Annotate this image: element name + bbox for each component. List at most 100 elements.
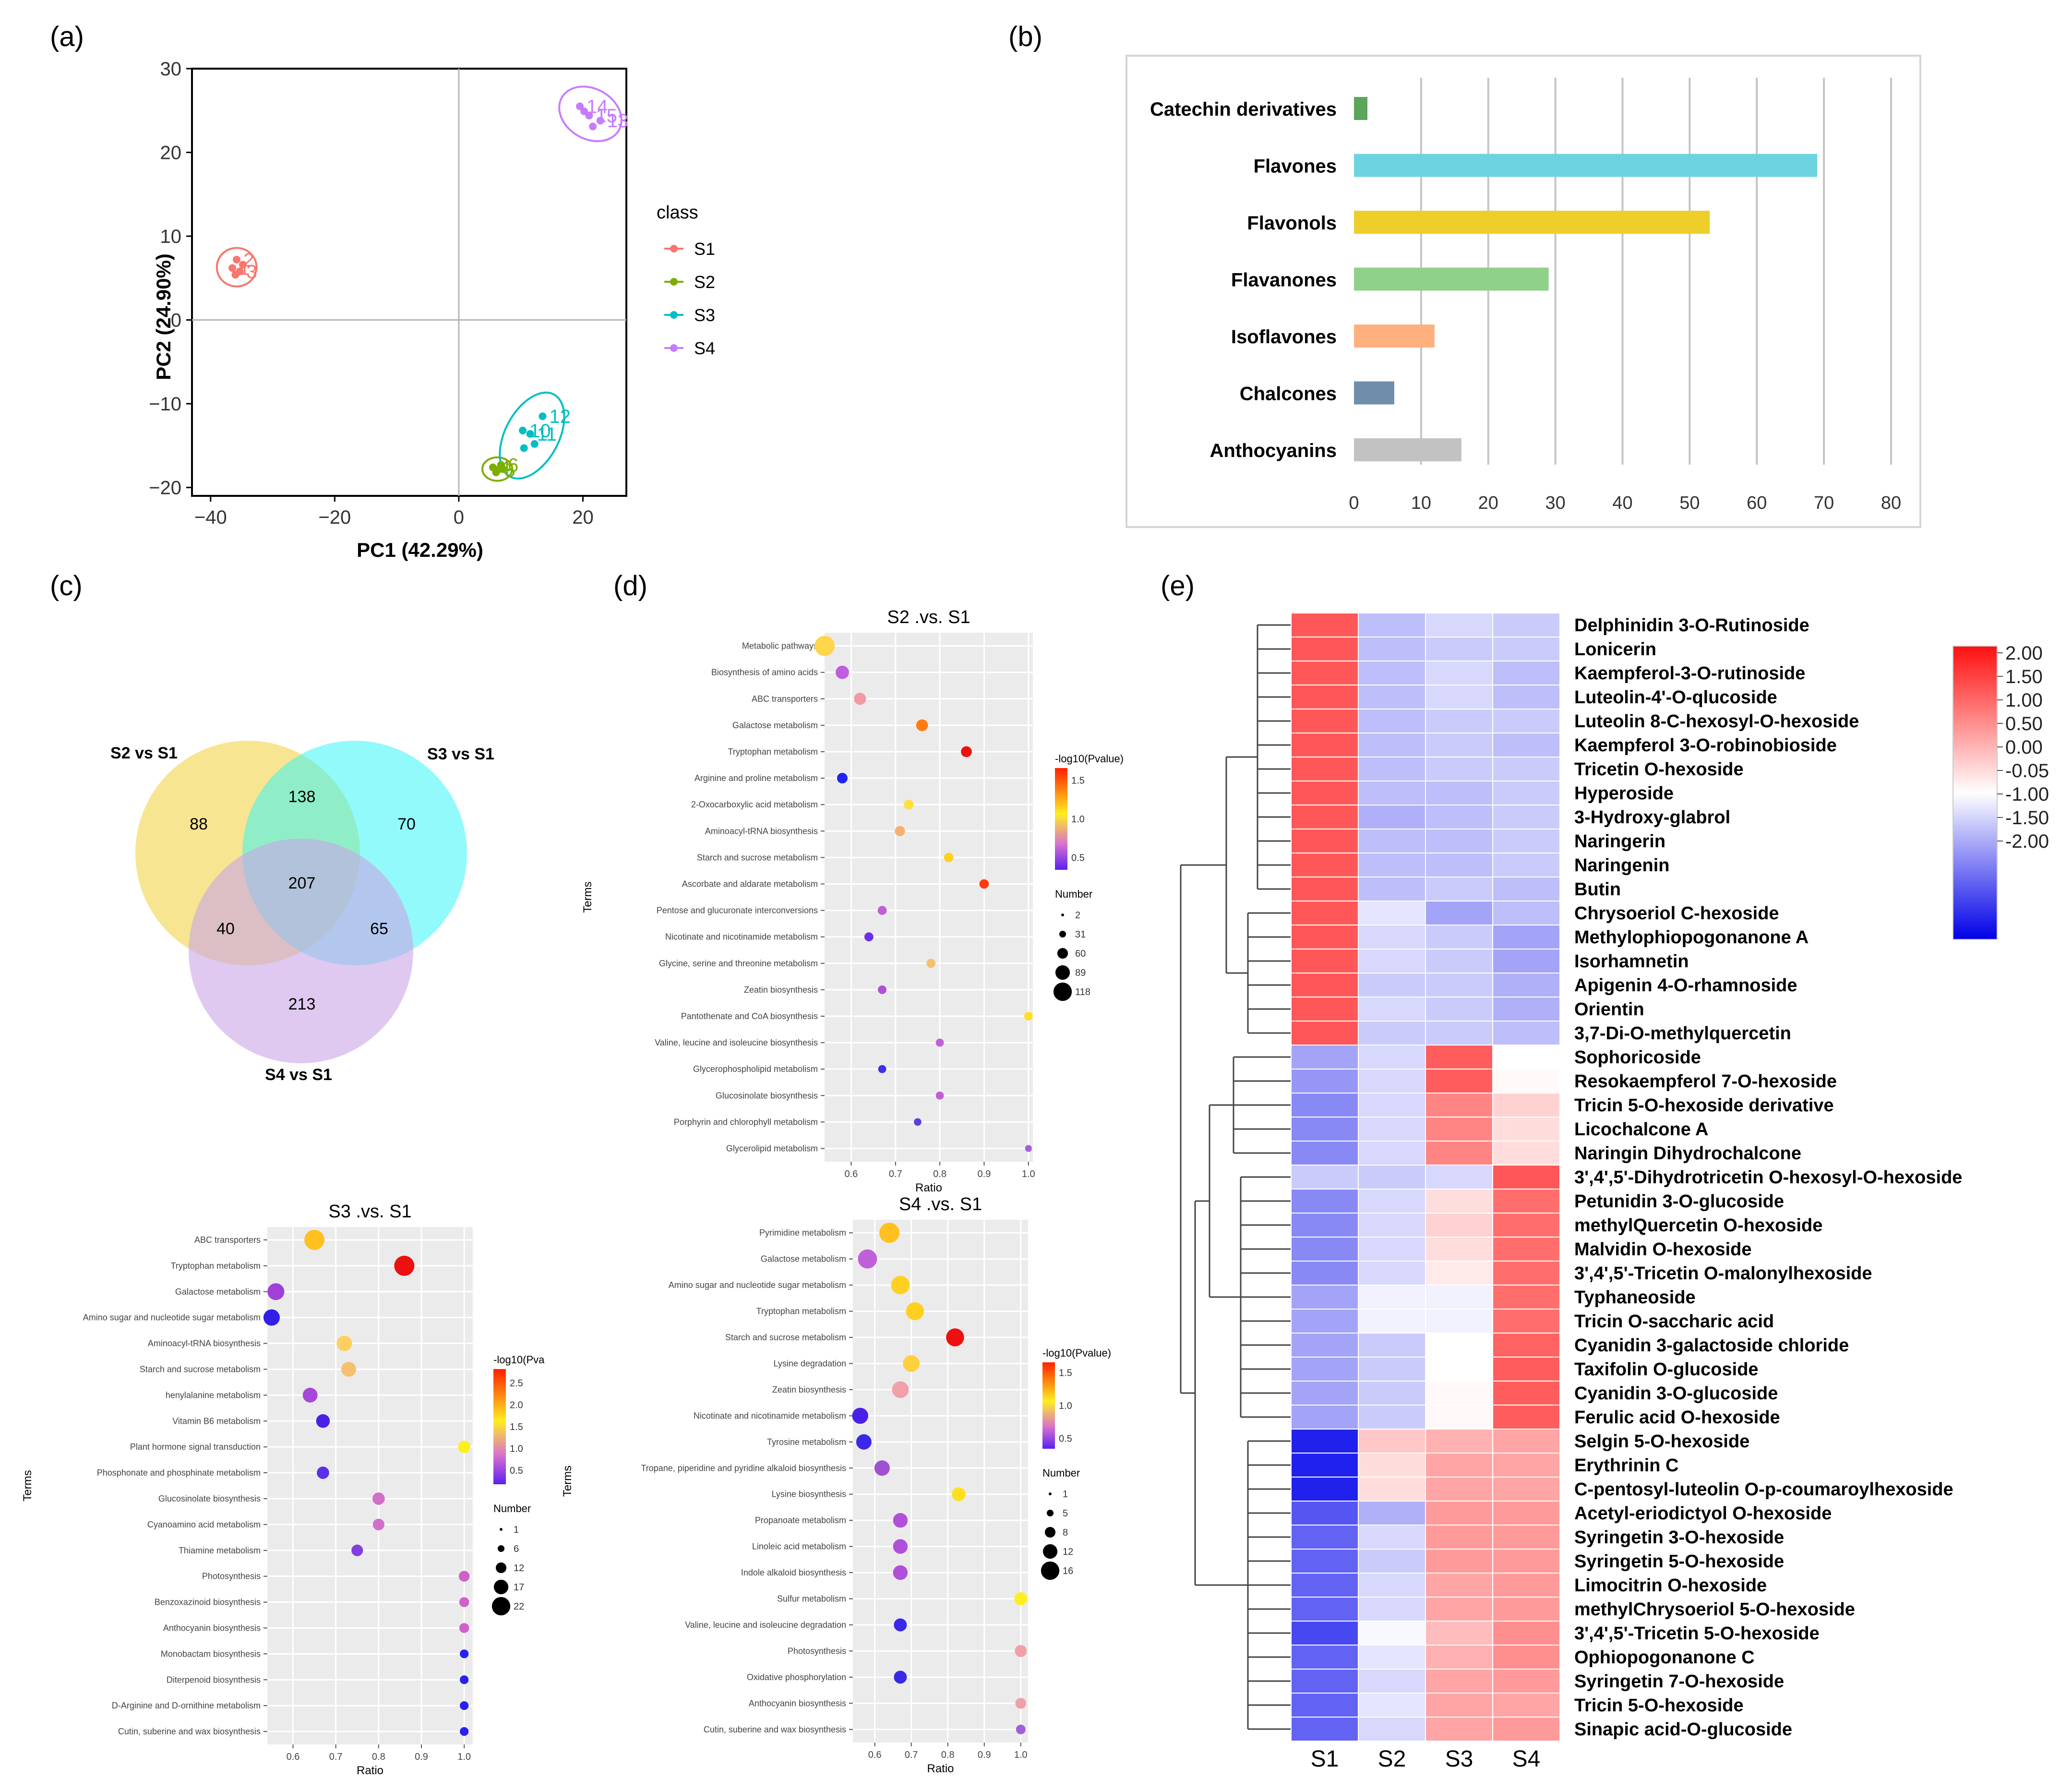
pca-point-label: 4 [500, 457, 510, 479]
kegg-bubble-s4-vs-s1: Pyrimidine metabolism Galactose metabolis… [561, 1194, 1111, 1775]
heatmap-cell [1425, 1549, 1493, 1574]
bubble-point [914, 1118, 922, 1126]
heatmap-row-label: Selgin 5-O-hexoside [1574, 1431, 1749, 1452]
pca-point-s3 [526, 430, 534, 438]
bubble-point [302, 1387, 318, 1403]
heatmap-cell [1425, 1141, 1493, 1166]
heatmap-colorbar-tick-label: -0.05 [2005, 760, 2049, 781]
heatmap-cell [1291, 661, 1359, 685]
heatmap-row-label: Naringerin [1574, 831, 1665, 852]
bubble-legend-size-label: 17 [514, 1582, 524, 1593]
heatmap-cell [1425, 925, 1493, 950]
heatmap-row-label: Acetyl-eriodictyol O-hexoside [1574, 1503, 1832, 1524]
heatmap-row-label: Orientin [1574, 999, 1644, 1020]
bubble-legend-size-label: 1 [514, 1525, 519, 1535]
pca-x-tick-label: 0 [454, 507, 464, 528]
bubble-point [946, 1328, 964, 1346]
heatmap-cell [1425, 733, 1493, 757]
heatmap-cell [1291, 1621, 1359, 1646]
heatmap-cell [1492, 781, 1560, 805]
bubble-x-tick-label: 0.8 [372, 1752, 385, 1762]
heatmap-cell [1358, 685, 1426, 709]
heatmap-row-label: Tricin O-saccharic acid [1574, 1311, 1774, 1332]
bubble-legend-colorbar [1042, 1362, 1055, 1449]
bubble-term-label: Biosynthesis of amino acids [711, 668, 818, 677]
heatmap-cell [1291, 1237, 1359, 1262]
bubble-point [460, 1727, 469, 1736]
pca-point-s4 [580, 108, 588, 115]
heatmap-cell [1492, 1357, 1560, 1382]
bubble-term-label: Amino sugar and nucleotide sugar metabol… [669, 1280, 846, 1290]
bubble-point [952, 1487, 966, 1502]
bubble-x-tick-label: 1.0 [1022, 1169, 1035, 1179]
heatmap-row-label: Apigenin 4-O-rhamnoside [1574, 975, 1797, 996]
heatmap-cell [1492, 637, 1560, 661]
bubble-term-label: Anthocyanin biosynthesis [163, 1623, 261, 1633]
heatmap-cell [1358, 1069, 1426, 1094]
heatmap-cell [1291, 853, 1359, 877]
bar-flavones [1354, 154, 1818, 177]
heatmap-cell [1492, 973, 1560, 998]
bubble-term-label: D-Arginine and D-ornithine metabolism [112, 1701, 261, 1710]
bubble-point [1014, 1592, 1028, 1606]
heatmap-cell [1425, 1405, 1493, 1430]
bubble-x-tick-label: 0.7 [329, 1752, 343, 1762]
heatmap-cell [1358, 1213, 1426, 1238]
heatmap-cell [1425, 829, 1493, 853]
pca-point-label: 14 [587, 96, 608, 118]
bubble-x-axis-label: Ratio [915, 1181, 942, 1194]
heatmap-cell [1492, 685, 1560, 709]
bubble-term-label: Amino sugar and nucleotide sugar metabol… [83, 1313, 261, 1322]
heatmap-cell [1492, 805, 1560, 829]
pca-point-label: 3 [247, 261, 257, 282]
heatmap-cell [1425, 1693, 1493, 1718]
heatmap-colorbar-tick-label: -1.50 [2005, 807, 2049, 829]
bubble-point [916, 719, 928, 732]
bubble-point [460, 1649, 469, 1659]
heatmap-row-label: 3',4',5'-Tricetin O-malonylhexoside [1574, 1263, 1872, 1284]
heatmap-row-label: Ferulic acid O-hexoside [1574, 1407, 1780, 1428]
bubble-term-label: Photosynthesis [788, 1646, 846, 1656]
bubble-legend-size-marker [1041, 1561, 1060, 1580]
heatmap-cell [1358, 949, 1426, 974]
bubble-point [836, 665, 849, 679]
bubble-y-axis-label: Terms [581, 881, 594, 913]
pca-legend: S1 S2 S3 S4 [664, 239, 715, 358]
heatmap-colorbar-tick-label: 1.00 [2005, 690, 2043, 711]
bubble-x-tick-label: 0.8 [941, 1750, 955, 1760]
heatmap-row-label: Licochalcone A [1574, 1119, 1708, 1140]
venn-set-label-s4: S4 vs S1 [265, 1066, 332, 1084]
bubble-legend-size-label: 16 [1063, 1566, 1073, 1576]
bar-x-tick-label: 80 [1881, 493, 1901, 513]
bubble-term-label: Glycerolipid metabolism [726, 1143, 818, 1153]
bar-category-labels: Catechin derivatives Flavones Flavonols Fla… [1150, 99, 1337, 461]
heatmap-cell [1358, 1645, 1426, 1670]
bar-flavonols [1354, 211, 1710, 234]
bar-category-label: Anthocyanins [1210, 440, 1337, 461]
bubble-legend-color-tick: 1.0 [1071, 814, 1085, 825]
bubble-legend-size-label: 22 [514, 1601, 524, 1612]
pca-y-tick-label: 0 [171, 310, 181, 331]
bubble-point [372, 1492, 385, 1505]
bubble-x-tick-label: 0.9 [978, 1750, 991, 1760]
bubble-point [317, 1466, 329, 1479]
heatmap-cell [1425, 1501, 1493, 1526]
heatmap-cell [1291, 1261, 1359, 1286]
pca-legend-title: class [657, 203, 698, 223]
venn-set-label-s3: S3 vs S1 [427, 745, 494, 763]
heatmap-cell [1425, 1045, 1493, 1070]
pca-point-s4 [589, 122, 597, 131]
heatmap-cell [1492, 1117, 1560, 1142]
heatmap-cell [1358, 1405, 1426, 1430]
heatmap-cell [1291, 805, 1359, 829]
heatmap-cell [1358, 1669, 1426, 1694]
bubble-term-label: Galactose metabolism [761, 1254, 846, 1264]
bubble-term-label: 2-Oxocarboxylic acid metabolism [691, 800, 818, 809]
heatmap-cell [1358, 1573, 1426, 1598]
heatmap-row-label: Tricin 5-O-hexoside derivative [1574, 1095, 1834, 1116]
heatmap-colorbar-tick-label: 0.00 [2005, 737, 2043, 758]
heatmap-cell [1492, 1669, 1560, 1694]
bubble-legend-color-tick: 0.5 [510, 1466, 523, 1476]
heatmap-cell [1492, 1549, 1560, 1574]
bar-x-ticks: 0 10 20 30 40 50 60 70 80 [1349, 493, 1901, 513]
